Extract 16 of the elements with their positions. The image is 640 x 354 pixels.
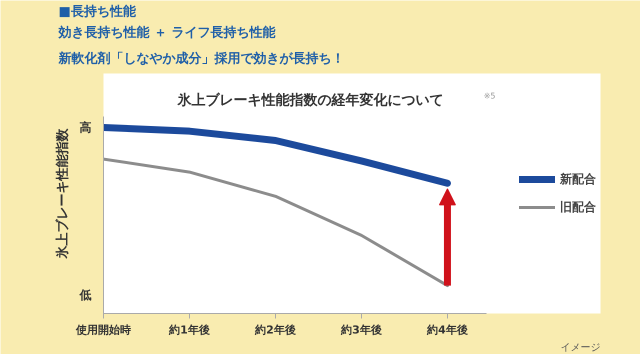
text: ※5: [484, 91, 496, 100]
text: 効き長持ち性能 ＋ ライフ長持ち性能: [58, 24, 277, 40]
text: イメージ: [560, 342, 600, 354]
legend-label: 旧配合: [560, 198, 596, 216]
x-tick-label: 約4年後: [426, 324, 468, 336]
chart-title: 氷上ブレーキ性能指数の経年変化について: [176, 92, 444, 109]
x-tick-label: 使用開始時: [75, 324, 131, 336]
x-tick-label: 約2年後: [254, 324, 296, 336]
text: 低: [78, 288, 92, 302]
x-tick-label: 約1年後: [168, 324, 210, 336]
text: 新軟化剤「しなやか成分」採用で効きが長持ち！: [58, 50, 344, 66]
y-axis-title: 氷上ブレーキ性能指数: [54, 128, 70, 260]
text: ■長持ち性能: [58, 4, 137, 20]
x-tick-label: 約3年後: [340, 324, 382, 336]
legend-label: 新配合: [560, 170, 596, 188]
text: 高: [80, 120, 92, 134]
